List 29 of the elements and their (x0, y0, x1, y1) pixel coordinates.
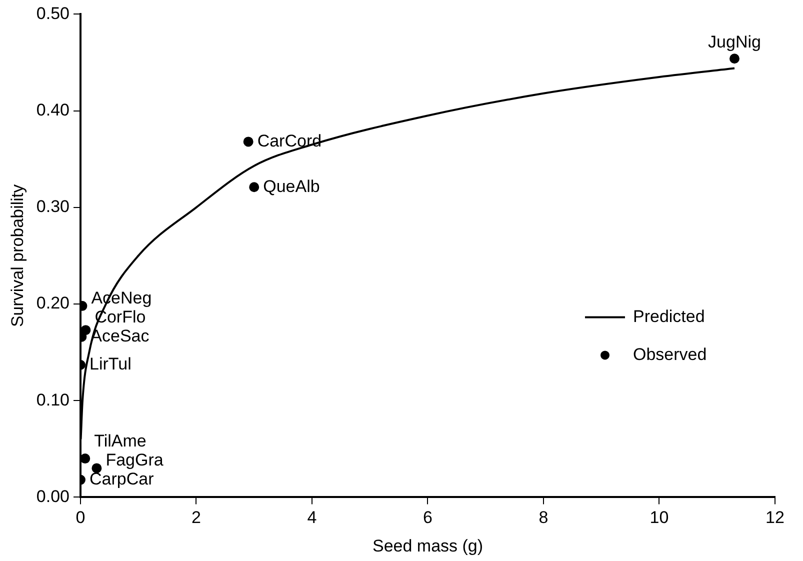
point (729, 54, 740, 64)
x-tick-label: 12 (766, 508, 784, 528)
point (80, 454, 90, 464)
annotation: JugNig (708, 32, 761, 52)
annotation: CarCord (257, 131, 322, 150)
y-tick-label: 0.20 (36, 294, 70, 313)
annotation: QueAlb (263, 176, 320, 196)
legend-label: Predicted (633, 306, 705, 326)
x-tick-label: 10 (650, 508, 669, 528)
x-axis-title: Seed mass (g) (372, 536, 484, 556)
y-tick-label: 0.40 (36, 100, 70, 120)
point (249, 182, 260, 192)
x-tick-label: 2 (192, 508, 201, 528)
annotation: CarpCar (89, 470, 154, 488)
annotation: FagGra (106, 450, 164, 470)
y-axis-title: Survival probability (8, 184, 27, 328)
point (92, 463, 102, 474)
annotation: TilAme (94, 432, 146, 450)
x-tick-label: 8 (538, 508, 548, 528)
x-tick-label: 0 (76, 508, 86, 528)
y-tick-label: 0.50 (36, 4, 70, 23)
point (243, 136, 254, 147)
y-tick-label: 0.10 (36, 390, 70, 410)
legend-label: Observed (633, 344, 707, 364)
x-tick-label: 4 (307, 508, 317, 528)
y-tick-label: 0.00 (36, 486, 70, 506)
x-tick-label: 6 (423, 508, 432, 528)
annotation: LirTul (89, 354, 132, 374)
y-tick-label: 0.30 (36, 197, 70, 216)
